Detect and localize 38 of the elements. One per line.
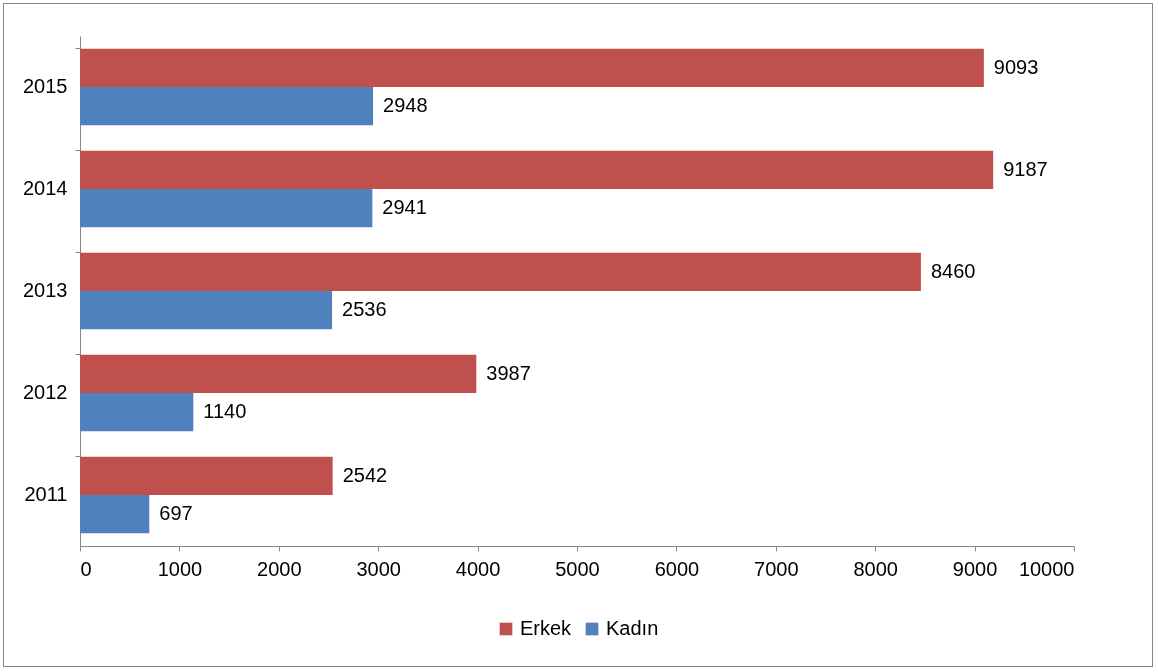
x-tick-label: 0 — [80, 557, 92, 580]
data-label: 8460 — [930, 259, 976, 282]
y-tick-label: 2012 — [23, 381, 68, 403]
x-tick-label: 5000 — [555, 557, 600, 580]
bar — [80, 150, 994, 189]
legend-label: Kadın — [606, 617, 659, 639]
data-label: 2542 — [342, 463, 388, 486]
data-label: 3987 — [486, 361, 531, 384]
y-tick-label: 2015 — [23, 75, 68, 97]
y-tick-label: 2014 — [23, 177, 68, 199]
x-tick-label: 1000 — [157, 557, 203, 580]
data-label: 9187 — [1003, 157, 1048, 180]
data-label: 2941 — [382, 196, 427, 219]
bar — [80, 189, 373, 228]
bar — [80, 291, 333, 330]
x-tick-label: 9000 — [952, 557, 998, 580]
x-tick-label: 2000 — [257, 557, 302, 580]
bar — [80, 393, 194, 432]
bar — [80, 456, 333, 495]
bar — [80, 252, 921, 291]
bar — [80, 48, 984, 87]
data-label: 2948 — [383, 94, 428, 117]
data-label: 1140 — [203, 400, 247, 423]
x-tick-label: 6000 — [654, 557, 700, 580]
x-tick-label: 3000 — [356, 557, 401, 580]
x-tick-label: 4000 — [455, 557, 501, 580]
bar — [80, 354, 477, 393]
data-label: 697 — [159, 502, 193, 525]
bar — [80, 87, 374, 126]
y-tick-label: 2013 — [23, 279, 68, 301]
x-tick-label: 8000 — [853, 557, 898, 580]
y-tick-label: 2011 — [24, 483, 68, 505]
bar — [80, 495, 150, 534]
data-label: 9093 — [993, 55, 1039, 78]
legend-label: Erkek — [520, 617, 573, 639]
x-tick-label: 7000 — [754, 557, 799, 580]
x-tick-label: 10000 — [1018, 557, 1075, 580]
data-label: 2536 — [342, 298, 387, 321]
